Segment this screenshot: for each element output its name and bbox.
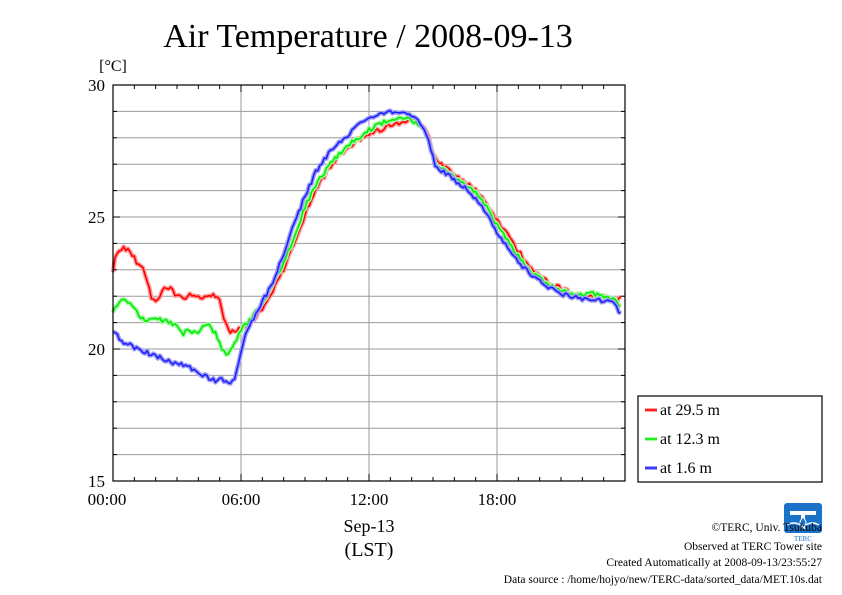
y-tick-label: 25 bbox=[88, 208, 105, 227]
y-axis-unit: [°C] bbox=[99, 58, 127, 75]
series-layer bbox=[110, 108, 623, 386]
footer-observed: Observed at TERC Tower site bbox=[684, 541, 822, 553]
x-tick-label: 06:00 bbox=[222, 490, 261, 509]
x-axis-label: Sep-13 bbox=[344, 516, 395, 536]
x-tick-label: 18:00 bbox=[478, 490, 517, 509]
y-tick-label: 15 bbox=[88, 472, 105, 491]
footer-created: Created Automatically at 2008-09-13/23:5… bbox=[606, 557, 822, 569]
legend-label: at 29.5 m bbox=[660, 402, 721, 419]
chart-title: Air Temperature / 2008-09-13 bbox=[163, 18, 573, 55]
x-tick-label: 00:00 bbox=[88, 490, 127, 509]
legend-label: at 12.3 m bbox=[660, 431, 721, 448]
terc-logo-icon: TERC bbox=[784, 503, 822, 543]
y-tick-label: 20 bbox=[88, 340, 105, 359]
footer-data-source: Data source : /home/hojyo/new/TERC-data/… bbox=[504, 574, 823, 586]
grid-lines bbox=[113, 85, 625, 481]
y-axis: 15 20 25 30 bbox=[88, 76, 625, 491]
legend-label: at 1.6 m bbox=[660, 460, 713, 477]
x-axis: 00:00 06:00 12:00 18:00 bbox=[88, 85, 626, 509]
legend: at 29.5 m at 12.3 m at 1.6 m bbox=[637, 395, 823, 483]
logo-text: TERC bbox=[794, 535, 812, 543]
series-line bbox=[112, 116, 621, 356]
plot-area bbox=[110, 84, 626, 482]
legend-box bbox=[637, 395, 823, 483]
x-tick-label: 12:00 bbox=[350, 490, 389, 509]
series-line bbox=[112, 109, 622, 385]
footer-copyright: ©TERC, Univ. Tsukuba bbox=[712, 522, 822, 534]
y-tick-label: 30 bbox=[88, 76, 105, 95]
x-axis-label-lst: (LST) bbox=[345, 539, 394, 561]
